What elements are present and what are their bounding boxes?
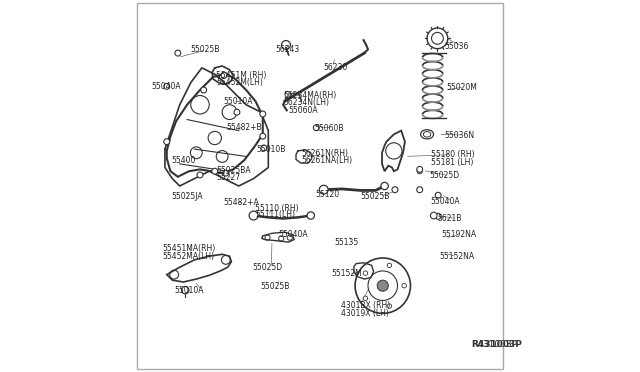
Text: 55025B: 55025B: [260, 282, 289, 291]
Text: 55111(LH): 55111(LH): [255, 210, 296, 219]
Text: 55025BA: 55025BA: [216, 166, 250, 174]
Text: 55180 (RH): 55180 (RH): [431, 150, 474, 159]
Circle shape: [387, 304, 392, 308]
Text: 55227: 55227: [216, 173, 240, 182]
Text: 55025D: 55025D: [429, 171, 459, 180]
Circle shape: [381, 182, 388, 190]
Circle shape: [377, 280, 388, 291]
Text: 55060B: 55060B: [314, 124, 344, 133]
Text: 55040A: 55040A: [431, 197, 460, 206]
Circle shape: [435, 213, 441, 219]
Circle shape: [201, 87, 207, 93]
Text: 55025B: 55025B: [360, 192, 389, 201]
Circle shape: [261, 145, 267, 151]
Text: 56234MA(RH): 56234MA(RH): [283, 91, 337, 100]
Text: 55482+B: 55482+B: [226, 123, 262, 132]
Text: 55036N: 55036N: [445, 131, 475, 140]
Text: 55181 (LH): 55181 (LH): [431, 157, 473, 167]
Circle shape: [364, 271, 367, 275]
Circle shape: [164, 139, 170, 145]
Text: 55110 (RH): 55110 (RH): [255, 203, 299, 213]
Text: 55040A: 55040A: [278, 230, 308, 239]
Text: 55452M(LH): 55452M(LH): [216, 78, 263, 87]
Circle shape: [392, 187, 398, 193]
Circle shape: [387, 263, 392, 267]
Circle shape: [285, 92, 291, 97]
Text: 55451M (RH): 55451M (RH): [216, 71, 266, 80]
Text: 55025B: 55025B: [190, 45, 220, 54]
Circle shape: [430, 212, 437, 219]
Text: 55010B: 55010B: [257, 145, 286, 154]
Text: 55152NA: 55152NA: [439, 252, 474, 262]
Text: R431003P: R431003P: [472, 340, 522, 349]
Circle shape: [260, 133, 266, 139]
Text: 56261NA(LH): 56261NA(LH): [301, 156, 353, 166]
Text: 55152M: 55152M: [331, 269, 362, 278]
Text: 55135: 55135: [335, 238, 359, 247]
Circle shape: [164, 83, 170, 89]
Circle shape: [319, 185, 328, 194]
Text: R431003P: R431003P: [472, 340, 517, 349]
Circle shape: [197, 172, 203, 178]
Circle shape: [260, 111, 266, 117]
Text: 55025JA: 55025JA: [172, 192, 203, 201]
Text: 55060A: 55060A: [289, 106, 318, 115]
Text: 55010A: 55010A: [174, 286, 204, 295]
Circle shape: [417, 166, 422, 172]
Text: 56243: 56243: [275, 45, 300, 54]
Circle shape: [249, 211, 258, 220]
Circle shape: [182, 286, 189, 294]
Circle shape: [223, 170, 229, 176]
Circle shape: [175, 50, 181, 56]
Text: 43019X (LH): 43019X (LH): [341, 309, 389, 318]
Text: 55025D: 55025D: [253, 263, 283, 272]
Circle shape: [364, 296, 367, 301]
Text: 55036: 55036: [445, 42, 469, 51]
Text: 5621B: 5621B: [437, 214, 462, 223]
Text: 55192NA: 55192NA: [442, 230, 477, 239]
Text: 55020M: 55020M: [446, 83, 477, 92]
Circle shape: [402, 283, 406, 288]
Text: 56261N(RH): 56261N(RH): [301, 149, 349, 158]
Text: 56234N(LH): 56234N(LH): [283, 99, 329, 108]
Text: 55010A: 55010A: [223, 97, 253, 106]
Text: 55400: 55400: [172, 155, 196, 165]
Circle shape: [417, 187, 422, 193]
Text: 55452MA(LH): 55452MA(LH): [162, 251, 214, 261]
Circle shape: [435, 192, 441, 198]
Text: 55120: 55120: [316, 190, 340, 199]
Circle shape: [221, 72, 227, 78]
Text: 56230: 56230: [324, 63, 348, 72]
Text: 55482+A: 55482+A: [223, 198, 259, 207]
Text: 55040A: 55040A: [151, 82, 180, 91]
Circle shape: [234, 109, 240, 115]
Circle shape: [314, 125, 319, 131]
Text: 55451MA(RH): 55451MA(RH): [162, 244, 215, 253]
Circle shape: [417, 169, 422, 174]
Circle shape: [307, 212, 314, 219]
Circle shape: [212, 168, 218, 174]
Text: 4301BX (RH): 4301BX (RH): [341, 301, 390, 311]
